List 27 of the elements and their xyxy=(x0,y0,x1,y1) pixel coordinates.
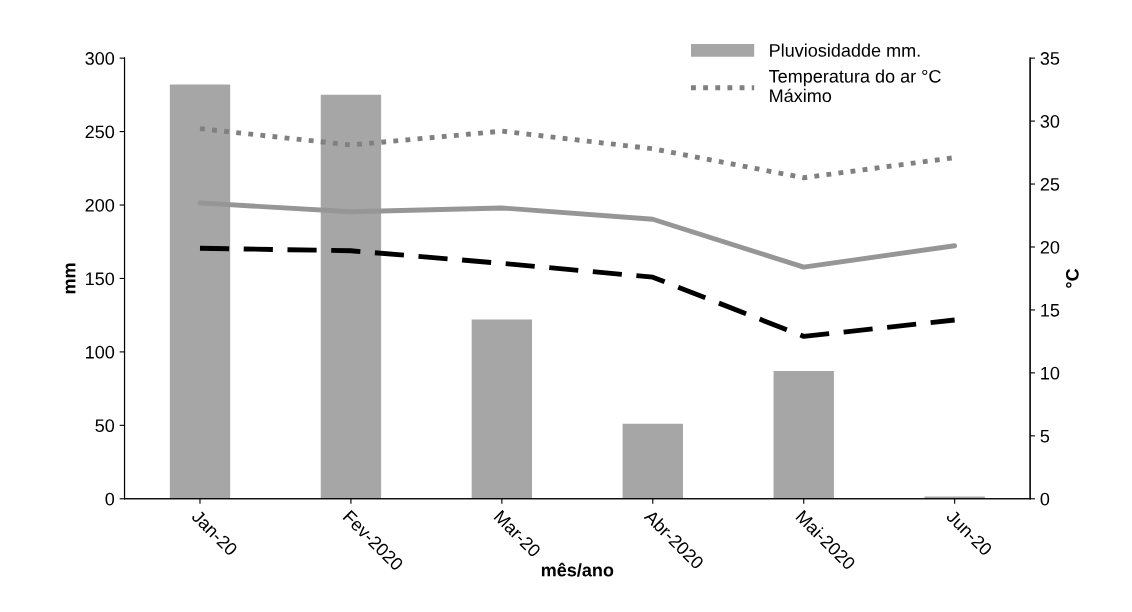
bar xyxy=(169,84,231,499)
y-tick-label: 0 xyxy=(105,492,115,506)
y-tick-label: 150 xyxy=(86,272,115,286)
x-axis-title: mês/ano xyxy=(541,562,614,577)
bar xyxy=(773,370,834,499)
bar xyxy=(622,423,683,499)
y-tick-label: 200 xyxy=(85,198,115,212)
y2-tick-label: 20 xyxy=(1040,240,1060,254)
y-tick-label: 300 xyxy=(85,52,115,65)
y-axis-title: mm xyxy=(65,263,76,294)
y2-tick-label: 5 xyxy=(1040,429,1050,443)
legend-label: Pluviosidadde mm. xyxy=(770,43,920,57)
line-series xyxy=(197,245,958,339)
bar xyxy=(471,319,533,499)
y2-tick-label: 0 xyxy=(1040,492,1050,506)
y2-axis-title: °C xyxy=(1065,268,1079,288)
legend-label: Temperatura do ar °C Máximo xyxy=(769,69,941,103)
bar xyxy=(320,94,382,499)
y-tick-label: 250 xyxy=(85,125,115,139)
y2-tick-label: 10 xyxy=(1041,366,1060,380)
y2-tick-label: 35 xyxy=(1040,52,1060,65)
y2-tick-label: 15 xyxy=(1041,304,1060,317)
y2-tick-label: 25 xyxy=(1040,177,1060,191)
line-series xyxy=(197,200,958,270)
y-tick-label: 100 xyxy=(86,345,115,359)
y2-tick-label: 30 xyxy=(1040,115,1060,128)
y-tick-label: 50 xyxy=(95,419,115,433)
